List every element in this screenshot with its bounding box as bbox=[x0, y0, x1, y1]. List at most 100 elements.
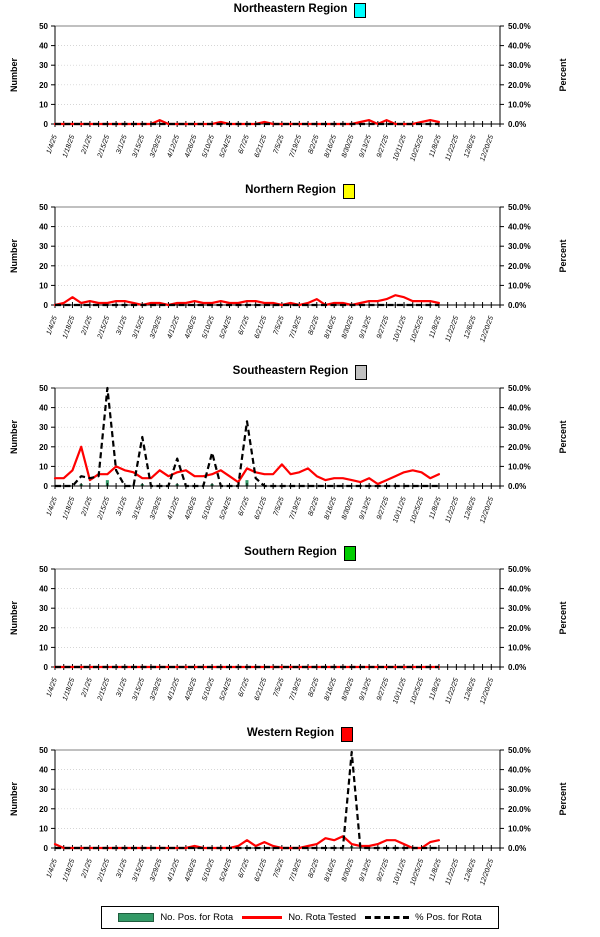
svg-text:0: 0 bbox=[44, 663, 49, 672]
svg-text:10/25/25: 10/25/25 bbox=[409, 134, 425, 162]
svg-text:1/4/25: 1/4/25 bbox=[46, 858, 59, 879]
svg-text:6/21/25: 6/21/25 bbox=[254, 315, 269, 339]
svg-text:3/1/25: 3/1/25 bbox=[115, 677, 128, 698]
svg-text:10.0%: 10.0% bbox=[508, 824, 531, 833]
svg-text:3/15/25: 3/15/25 bbox=[132, 134, 147, 158]
svg-text:20: 20 bbox=[39, 262, 48, 271]
right-axis-title: Percent bbox=[558, 239, 568, 272]
svg-text:40: 40 bbox=[39, 223, 48, 232]
svg-text:5/24/25: 5/24/25 bbox=[219, 677, 234, 701]
svg-text:7/19/25: 7/19/25 bbox=[289, 496, 304, 520]
svg-text:40.0%: 40.0% bbox=[508, 766, 531, 775]
svg-text:9/13/25: 9/13/25 bbox=[358, 496, 373, 520]
svg-text:3/29/25: 3/29/25 bbox=[149, 134, 164, 158]
right-axis-title: Percent bbox=[558, 420, 568, 453]
svg-text:10.0%: 10.0% bbox=[508, 281, 531, 290]
chart-title-text: Northeastern Region bbox=[233, 3, 348, 15]
svg-text:4/26/25: 4/26/25 bbox=[184, 858, 199, 882]
svg-text:1/18/25: 1/18/25 bbox=[62, 134, 77, 158]
svg-text:9/27/25: 9/27/25 bbox=[376, 858, 391, 882]
svg-text:8/30/25: 8/30/25 bbox=[341, 315, 356, 339]
right-axis-labels: 0.0% 10.0% 20.0% 30.0% 40.0% 50.0% bbox=[508, 22, 531, 129]
svg-text:2/15/25: 2/15/25 bbox=[96, 858, 111, 883]
svg-text:40: 40 bbox=[39, 585, 48, 594]
svg-text:6/21/25: 6/21/25 bbox=[254, 134, 269, 158]
svg-text:10.0%: 10.0% bbox=[508, 462, 531, 471]
svg-text:7/5/25: 7/5/25 bbox=[273, 496, 286, 517]
svg-text:3/1/25: 3/1/25 bbox=[115, 496, 128, 517]
svg-text:4/26/25: 4/26/25 bbox=[184, 134, 199, 158]
svg-text:10/25/25: 10/25/25 bbox=[409, 677, 425, 705]
svg-text:10: 10 bbox=[39, 281, 48, 290]
svg-text:10/11/25: 10/11/25 bbox=[392, 496, 408, 524]
svg-text:11/22/25: 11/22/25 bbox=[445, 134, 461, 162]
left-axis-title: Number bbox=[9, 58, 19, 93]
svg-text:30: 30 bbox=[39, 242, 48, 251]
svg-text:20: 20 bbox=[39, 443, 48, 452]
svg-text:9/27/25: 9/27/25 bbox=[376, 134, 391, 158]
svg-text:50: 50 bbox=[39, 203, 48, 212]
right-axis-labels: 0.0% 10.0% 20.0% 30.0% 40.0% 50.0% bbox=[508, 384, 531, 491]
svg-text:1/4/25: 1/4/25 bbox=[46, 315, 59, 336]
svg-text:1/18/25: 1/18/25 bbox=[62, 677, 77, 701]
legend-item-tested: No. Rota Tested bbox=[242, 912, 356, 923]
svg-text:6/21/25: 6/21/25 bbox=[254, 677, 269, 701]
gridlines bbox=[55, 387, 500, 467]
svg-text:1/18/25: 1/18/25 bbox=[62, 858, 77, 882]
svg-text:9/13/25: 9/13/25 bbox=[358, 858, 373, 882]
x-axis-labels: 1/4/25 1/18/25 2/1/25 2/15/25 3/1/25 3/15/25 3… bbox=[46, 858, 496, 886]
svg-text:8/30/25: 8/30/25 bbox=[341, 677, 356, 701]
svg-text:10/11/25: 10/11/25 bbox=[392, 677, 408, 705]
svg-text:1/4/25: 1/4/25 bbox=[46, 134, 59, 155]
chart-plot-area: 0 10 20 30 40 50 0.0% 10.0% 20.0% 30.0% 40.0% 50.0%… bbox=[9, 746, 568, 886]
gridlines bbox=[55, 25, 500, 105]
chart-plot-area: 0 10 20 30 40 50 0.0% 10.0% 20.0% 30.0% 40.0% 50.0%… bbox=[9, 22, 568, 162]
left-axis-title: Number bbox=[9, 601, 19, 636]
chart-title-text: Northern Region bbox=[245, 184, 336, 196]
tested-line bbox=[53, 835, 440, 850]
svg-text:8/16/25: 8/16/25 bbox=[324, 496, 339, 520]
svg-text:20.0%: 20.0% bbox=[508, 262, 531, 271]
svg-text:10/11/25: 10/11/25 bbox=[392, 134, 408, 162]
svg-text:3/29/25: 3/29/25 bbox=[149, 858, 164, 882]
region-color-swatch bbox=[341, 727, 354, 742]
svg-text:11/22/25: 11/22/25 bbox=[445, 858, 461, 886]
axes bbox=[51, 749, 504, 851]
svg-text:40.0%: 40.0% bbox=[508, 223, 531, 232]
svg-text:2/15/25: 2/15/25 bbox=[96, 496, 111, 521]
svg-text:8/16/25: 8/16/25 bbox=[324, 858, 339, 882]
svg-text:30.0%: 30.0% bbox=[508, 785, 531, 794]
x-axis-labels: 1/4/25 1/18/25 2/1/25 2/15/25 3/1/25 3/15/25 3… bbox=[46, 315, 496, 343]
svg-text:8/2/25: 8/2/25 bbox=[307, 858, 320, 879]
svg-text:6/21/25: 6/21/25 bbox=[254, 496, 269, 520]
svg-text:10.0%: 10.0% bbox=[508, 100, 531, 109]
svg-text:50: 50 bbox=[39, 565, 48, 574]
svg-text:4/12/25: 4/12/25 bbox=[166, 677, 181, 701]
left-axis-labels: 0 10 20 30 40 50 bbox=[39, 203, 48, 310]
svg-text:6/7/25: 6/7/25 bbox=[238, 315, 251, 336]
svg-text:9/13/25: 9/13/25 bbox=[358, 134, 373, 158]
chart-title-text: Western Region bbox=[246, 727, 335, 739]
svg-text:12/6/25: 12/6/25 bbox=[463, 134, 478, 158]
svg-text:50.0%: 50.0% bbox=[508, 565, 531, 574]
svg-text:5/10/25: 5/10/25 bbox=[201, 858, 216, 882]
svg-text:10: 10 bbox=[39, 643, 48, 652]
chart-title: Northern Region bbox=[0, 181, 600, 199]
svg-text:30: 30 bbox=[39, 423, 48, 432]
svg-text:4/12/25: 4/12/25 bbox=[166, 858, 181, 882]
left-axis-labels: 0 10 20 30 40 50 bbox=[39, 565, 48, 672]
svg-text:1/4/25: 1/4/25 bbox=[46, 677, 59, 698]
axes bbox=[51, 206, 504, 308]
percent-positive-line bbox=[55, 750, 439, 850]
svg-text:5/10/25: 5/10/25 bbox=[201, 677, 216, 701]
right-axis-labels: 0.0% 10.0% 20.0% 30.0% 40.0% 50.0% bbox=[508, 565, 531, 672]
percent-positive-line bbox=[55, 386, 439, 488]
svg-text:7/5/25: 7/5/25 bbox=[273, 134, 286, 155]
svg-text:40: 40 bbox=[39, 404, 48, 413]
svg-text:1/4/25: 1/4/25 bbox=[46, 496, 59, 517]
svg-text:0: 0 bbox=[44, 120, 49, 129]
svg-text:50.0%: 50.0% bbox=[508, 746, 531, 755]
svg-text:12/20/25: 12/20/25 bbox=[479, 134, 495, 162]
svg-text:7/19/25: 7/19/25 bbox=[289, 315, 304, 339]
